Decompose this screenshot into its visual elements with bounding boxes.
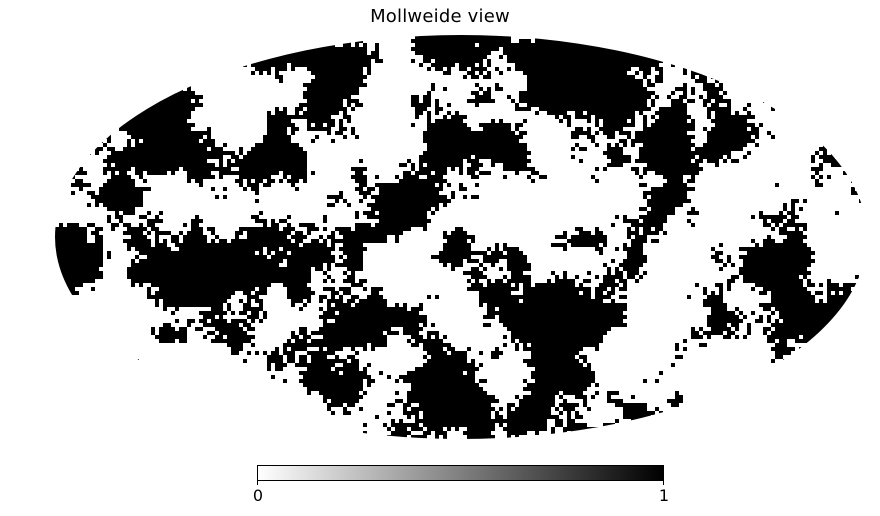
colorbar-label-min: 0	[252, 486, 264, 505]
colorbar-tick-max	[663, 481, 664, 485]
chart-title: Mollweide view	[370, 6, 510, 27]
colorbar	[257, 465, 664, 481]
map-pixel-field	[55, 35, 867, 439]
map-pixels-on	[55, 35, 867, 439]
colorbar-tick-min	[257, 481, 258, 485]
colorbar-label-max: 1	[658, 486, 670, 505]
